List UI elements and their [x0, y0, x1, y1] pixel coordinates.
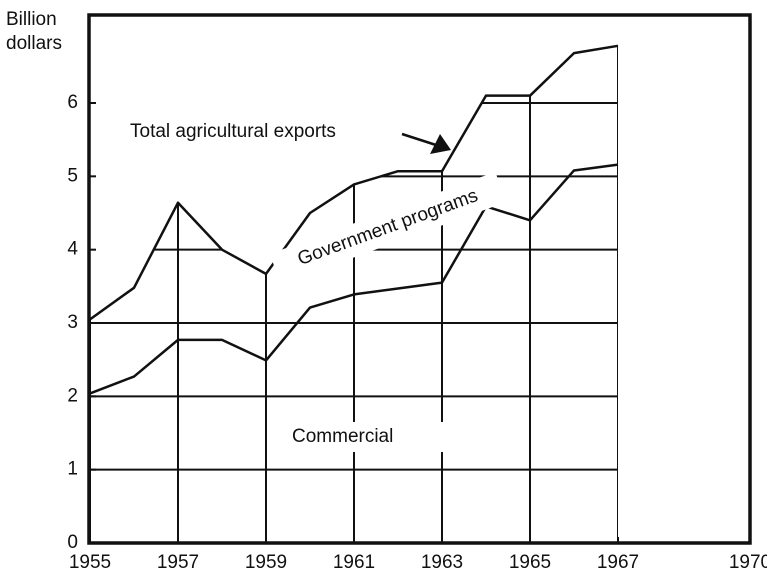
- series-line: [89, 163, 619, 395]
- x-tick-label: 1963: [421, 552, 463, 573]
- y-axis-label: Billion: [6, 9, 57, 30]
- label-backdrop: [286, 422, 450, 452]
- x-tick-label: 1955: [69, 552, 111, 573]
- x-tick-label: 1970: [729, 552, 767, 573]
- y-tick-label: 2: [67, 385, 78, 406]
- label-backdrop: [124, 118, 404, 146]
- y-tick-label: 3: [67, 312, 78, 333]
- series-label: Commercial: [292, 426, 393, 447]
- series-label: Total agricultural exports: [130, 121, 336, 142]
- plot-frame: [87, 13, 752, 545]
- series-line: [89, 44, 619, 321]
- grid: [90, 45, 618, 544]
- y-tick-label: 6: [67, 92, 78, 113]
- y-tick-label: 5: [67, 165, 78, 186]
- x-tick-label: 1967: [597, 552, 639, 573]
- y-tick-label: 0: [67, 532, 78, 553]
- arrow-head: [430, 134, 451, 154]
- x-tick-label: 1957: [157, 552, 199, 573]
- y-axis-label: dollars: [6, 33, 62, 54]
- y-tick-label: 1: [67, 459, 78, 480]
- x-tick-label: 1965: [509, 552, 551, 573]
- y-tick-label: 4: [67, 239, 78, 260]
- annotation: Government programs: [295, 185, 481, 270]
- label-backdrop: [269, 171, 507, 285]
- arrow-shaft: [401, 132, 437, 147]
- x-tick-label: 1961: [333, 552, 375, 573]
- x-tick-label: 1959: [245, 552, 287, 573]
- marks: [89, 44, 619, 395]
